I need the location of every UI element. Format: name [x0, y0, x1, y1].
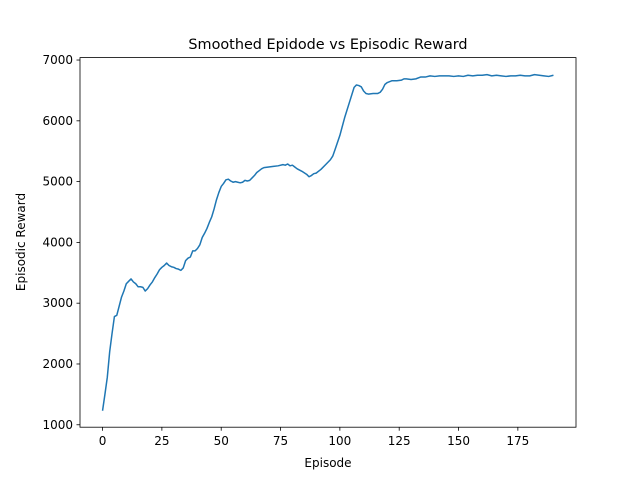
x-axis-label: Episode — [304, 456, 351, 470]
y-tick-label: 1000 — [42, 418, 73, 432]
y-tick-label: 4000 — [42, 235, 73, 249]
x-tick-label: 125 — [388, 434, 411, 448]
x-tick-label: 100 — [328, 434, 351, 448]
chart-title: Smoothed Epidode vs Episodic Reward — [188, 37, 467, 53]
y-tick-label: 5000 — [42, 175, 73, 189]
x-tick-label: 75 — [273, 434, 288, 448]
plot-frame — [79, 57, 577, 428]
y-tick-label: 3000 — [42, 296, 73, 310]
x-tick-label: 175 — [506, 434, 529, 448]
x-tick-label: 150 — [447, 434, 470, 448]
y-axis-label: Episodic Reward — [14, 193, 28, 291]
x-tick-label: 0 — [99, 434, 107, 448]
x-tick-label: 50 — [214, 434, 229, 448]
x-tick-label: 25 — [154, 434, 169, 448]
y-tick-label: 2000 — [42, 357, 73, 371]
y-tick-label: 6000 — [42, 114, 73, 128]
y-tick-label: 7000 — [42, 53, 73, 67]
data-line — [101, 73, 554, 411]
